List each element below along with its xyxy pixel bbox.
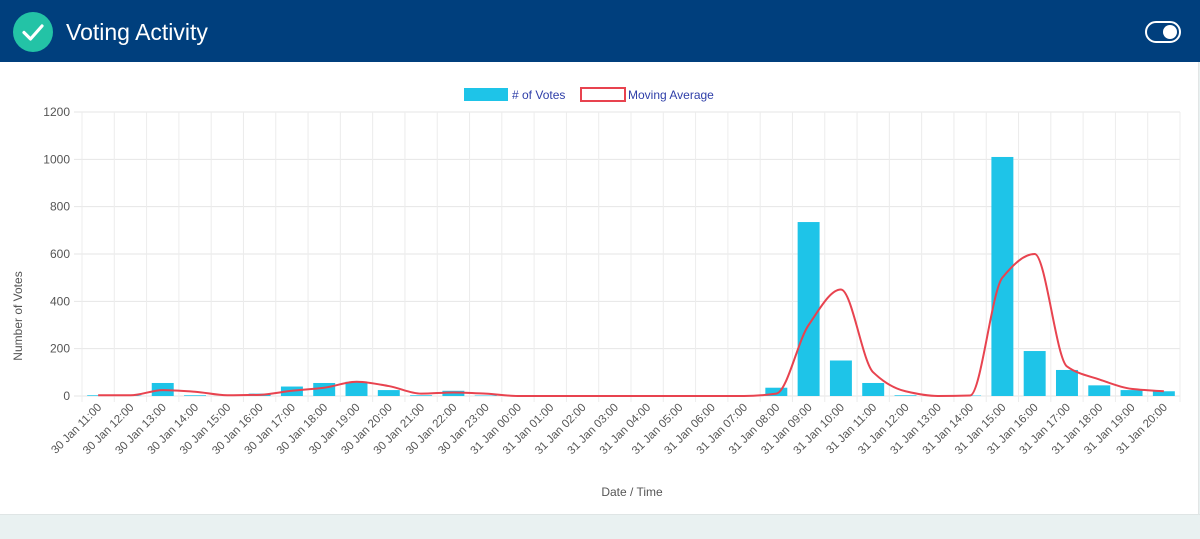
y-tick-label: 800 — [50, 200, 70, 214]
checkmark-circle-icon — [13, 12, 53, 52]
legend-votes-swatch[interactable] — [464, 88, 508, 101]
moving-average-series — [98, 252, 1164, 398]
chart-panel: 0 200 400 600 800 1000 1200 30 Jan 11:00 30 Jan… — [0, 62, 1199, 514]
bar[interactable] — [894, 395, 917, 396]
legend-moving-average-label[interactable]: Moving Average — [628, 88, 714, 102]
bar[interactable] — [377, 390, 400, 396]
page-footer-divider — [0, 514, 1200, 515]
header-bar: Voting Activity — [0, 0, 1200, 62]
bar[interactable] — [829, 360, 852, 397]
chart-grid — [74, 111, 1181, 402]
bar[interactable] — [184, 395, 207, 396]
bar[interactable] — [1055, 369, 1078, 396]
page-title: Voting Activity — [66, 19, 208, 45]
x-axis-label: Date / Time — [601, 485, 663, 499]
y-tick-label: 400 — [50, 294, 70, 308]
bar[interactable] — [765, 387, 788, 396]
legend-votes-label[interactable]: # of Votes — [512, 88, 565, 102]
y-axis-ticks: 0 200 400 600 800 1000 1200 — [43, 105, 70, 403]
bar[interactable] — [1152, 391, 1175, 396]
y-tick-label: 0 — [63, 389, 70, 403]
y-tick-label: 1000 — [43, 152, 70, 166]
legend-moving-average-swatch[interactable] — [580, 87, 626, 102]
bar[interactable] — [1088, 385, 1111, 396]
chart-legend[interactable]: # of Votes Moving Average — [464, 87, 714, 102]
bar[interactable] — [862, 382, 885, 396]
bar[interactable] — [1023, 351, 1046, 396]
moving-average-line — [98, 252, 1164, 398]
y-tick-label: 600 — [50, 247, 70, 261]
y-axis-label: Number of Votes — [11, 271, 25, 360]
bar[interactable] — [1120, 390, 1143, 396]
toggle-switch-icon[interactable] — [1145, 21, 1181, 43]
y-tick-label: 1200 — [43, 105, 70, 119]
y-tick-label: 200 — [50, 342, 70, 356]
bar[interactable] — [345, 381, 368, 396]
bar[interactable] — [797, 222, 820, 396]
toggle-knob — [1163, 25, 1177, 39]
bar[interactable] — [410, 395, 433, 396]
